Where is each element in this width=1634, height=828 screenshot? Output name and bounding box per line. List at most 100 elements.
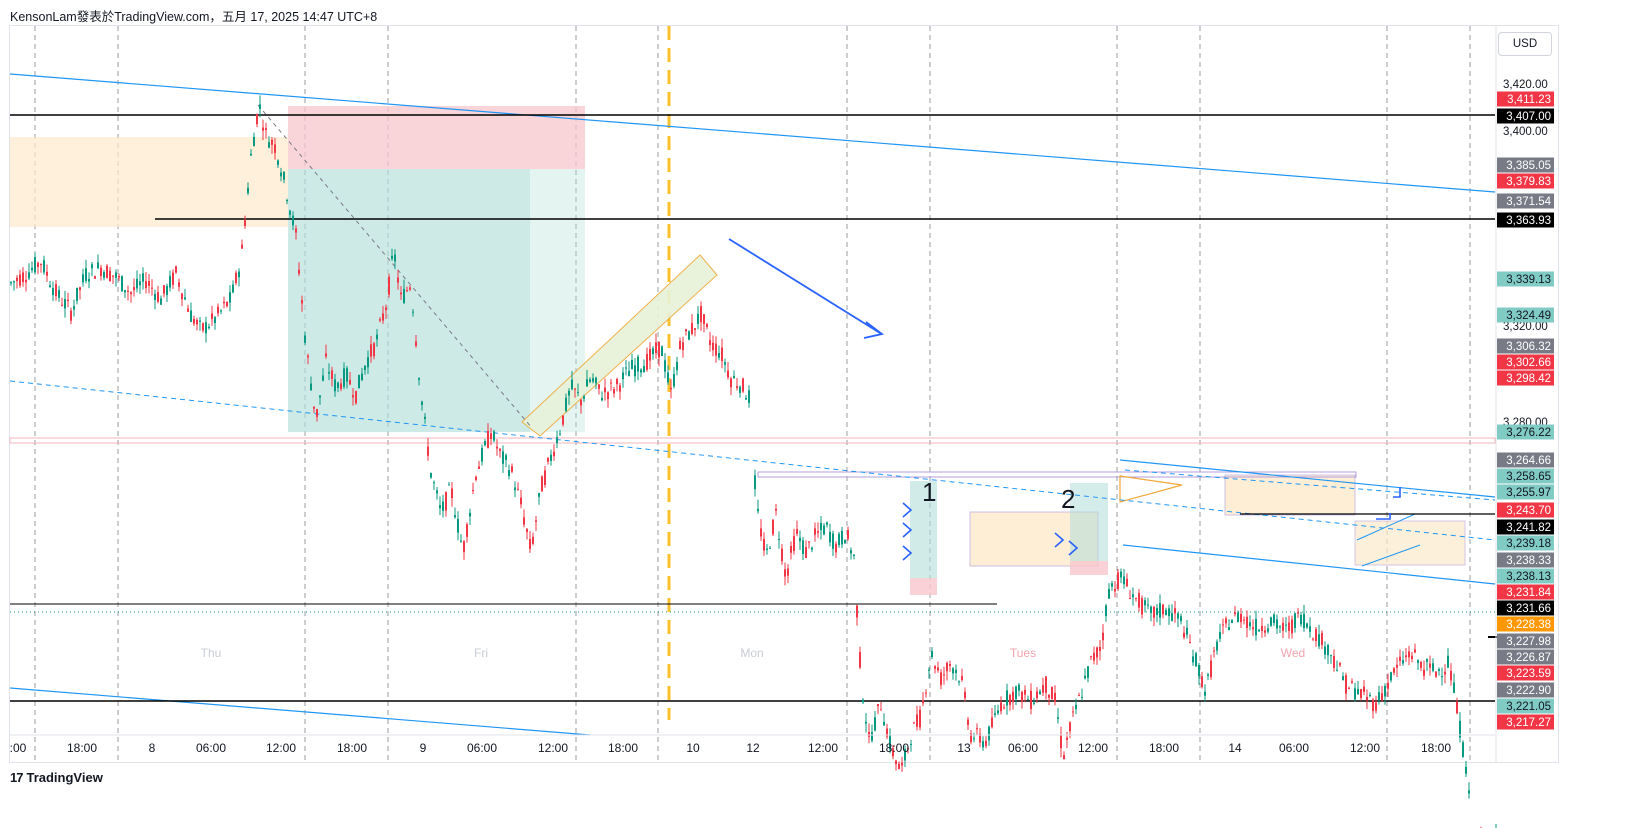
candle-body: [1213, 650, 1215, 652]
candle-body: [490, 433, 492, 440]
candle-body: [1078, 695, 1080, 697]
candle-body: [1276, 619, 1278, 629]
candle-body: [775, 508, 777, 511]
price-label-text: 3,407.00: [1506, 111, 1551, 123]
candle-body: [157, 292, 159, 302]
time-axis-tick: 18:00: [608, 741, 638, 755]
price-label-text: 3,238.13: [1506, 571, 1551, 583]
candle-body: [1012, 691, 1014, 703]
candle-body: [193, 318, 195, 324]
candle-body: [16, 277, 18, 282]
annotation-1: 1: [922, 477, 936, 507]
candle-body: [181, 293, 183, 300]
candle-body: [463, 541, 465, 553]
candle-body: [1150, 606, 1152, 614]
candle-body: [934, 666, 936, 669]
candle-body: [385, 307, 387, 311]
candle-body: [1363, 686, 1365, 692]
candle-body: [457, 518, 459, 533]
price-label: 3,221.05: [1497, 698, 1554, 714]
candle-body: [1411, 655, 1413, 659]
candle-body: [1030, 690, 1032, 710]
candle-body: [1237, 612, 1239, 623]
candle-body: [145, 281, 147, 289]
candle-body: [358, 374, 360, 389]
price-label: 3,363.93: [1497, 212, 1554, 228]
candle-body: [1417, 660, 1419, 663]
price-label-box: [1497, 468, 1554, 484]
candle-body: [1231, 620, 1233, 624]
candle-body: [130, 292, 132, 295]
candle-body: [370, 344, 372, 357]
turn-arrow-icon: [1393, 487, 1401, 498]
candle-body: [787, 568, 789, 576]
candle-body: [1321, 633, 1323, 645]
turn-arrow-icon: [1376, 513, 1391, 520]
candle-body: [55, 284, 57, 297]
candle-body: [805, 547, 807, 558]
candle-body: [655, 342, 657, 354]
price-label: 3,226.87: [1497, 649, 1554, 665]
price-label-box: [1497, 633, 1554, 649]
candle-body: [1063, 755, 1065, 759]
candle-body: [469, 512, 471, 517]
candle-body: [1102, 632, 1104, 641]
candle-body: [1432, 663, 1434, 671]
candle-body: [337, 382, 339, 388]
candle-body: [1114, 588, 1116, 592]
candle-body: [850, 550, 852, 554]
candle-body: [229, 292, 231, 303]
price-label-text: 3,324.49: [1506, 310, 1551, 322]
candle-body: [826, 522, 828, 525]
time-axis-tick: 12:00: [1350, 741, 1380, 755]
candle-body: [85, 268, 87, 281]
candle-body: [601, 397, 603, 401]
price-axis-tick: 3,420.00: [1503, 79, 1548, 91]
price-label-text: 3,217.27: [1506, 717, 1551, 729]
candle-body: [352, 395, 354, 398]
consolidation-zone: [10, 137, 288, 227]
entry-zone-1: [910, 481, 937, 578]
candle-body: [442, 501, 444, 511]
candle-body: [634, 365, 636, 377]
candle-body: [199, 320, 201, 322]
candle-body: [736, 386, 738, 388]
price-label: 3,371.54: [1497, 193, 1554, 209]
price-label-text: 3,228.38: [1506, 619, 1551, 631]
candle-body: [274, 144, 276, 153]
candle-body: [424, 416, 426, 419]
price-label-text: 3,226.87: [1506, 652, 1551, 664]
candle-body: [94, 276, 96, 279]
currency-button[interactable]: USD: [1498, 32, 1552, 56]
chart-frame: [9, 25, 1559, 763]
candle-body: [595, 377, 597, 384]
candle-body: [406, 290, 408, 292]
price-label-text: 3,264.66: [1506, 455, 1551, 467]
candle-body: [724, 362, 726, 365]
candle-body: [1234, 612, 1236, 615]
price-label-text: 3,371.54: [1506, 196, 1551, 208]
candle-body: [802, 540, 804, 554]
candle-body: [295, 228, 297, 233]
candle-body: [586, 379, 588, 387]
candle-body: [1018, 684, 1020, 691]
candle-body: [949, 664, 951, 667]
candle-body: [664, 360, 666, 372]
candle-body: [466, 524, 468, 537]
candle-body: [961, 676, 963, 681]
time-axis-tick: 12:00: [266, 741, 296, 755]
candle-body: [403, 288, 405, 303]
candle-body: [1180, 616, 1182, 622]
support-band: [9, 437, 1496, 444]
price-label-box: [1497, 600, 1554, 616]
time-axis-tick: 8: [149, 741, 156, 755]
tradingview-logo-icon: 17: [10, 770, 24, 785]
price-label: 3,411.23: [1497, 91, 1554, 107]
candle-body: [580, 399, 582, 406]
candle-body: [1240, 613, 1242, 623]
price-label-text: 3,411.23: [1507, 94, 1551, 106]
candle-body: [535, 520, 537, 522]
price-label-box: [1497, 157, 1554, 173]
candle-body: [772, 519, 774, 535]
